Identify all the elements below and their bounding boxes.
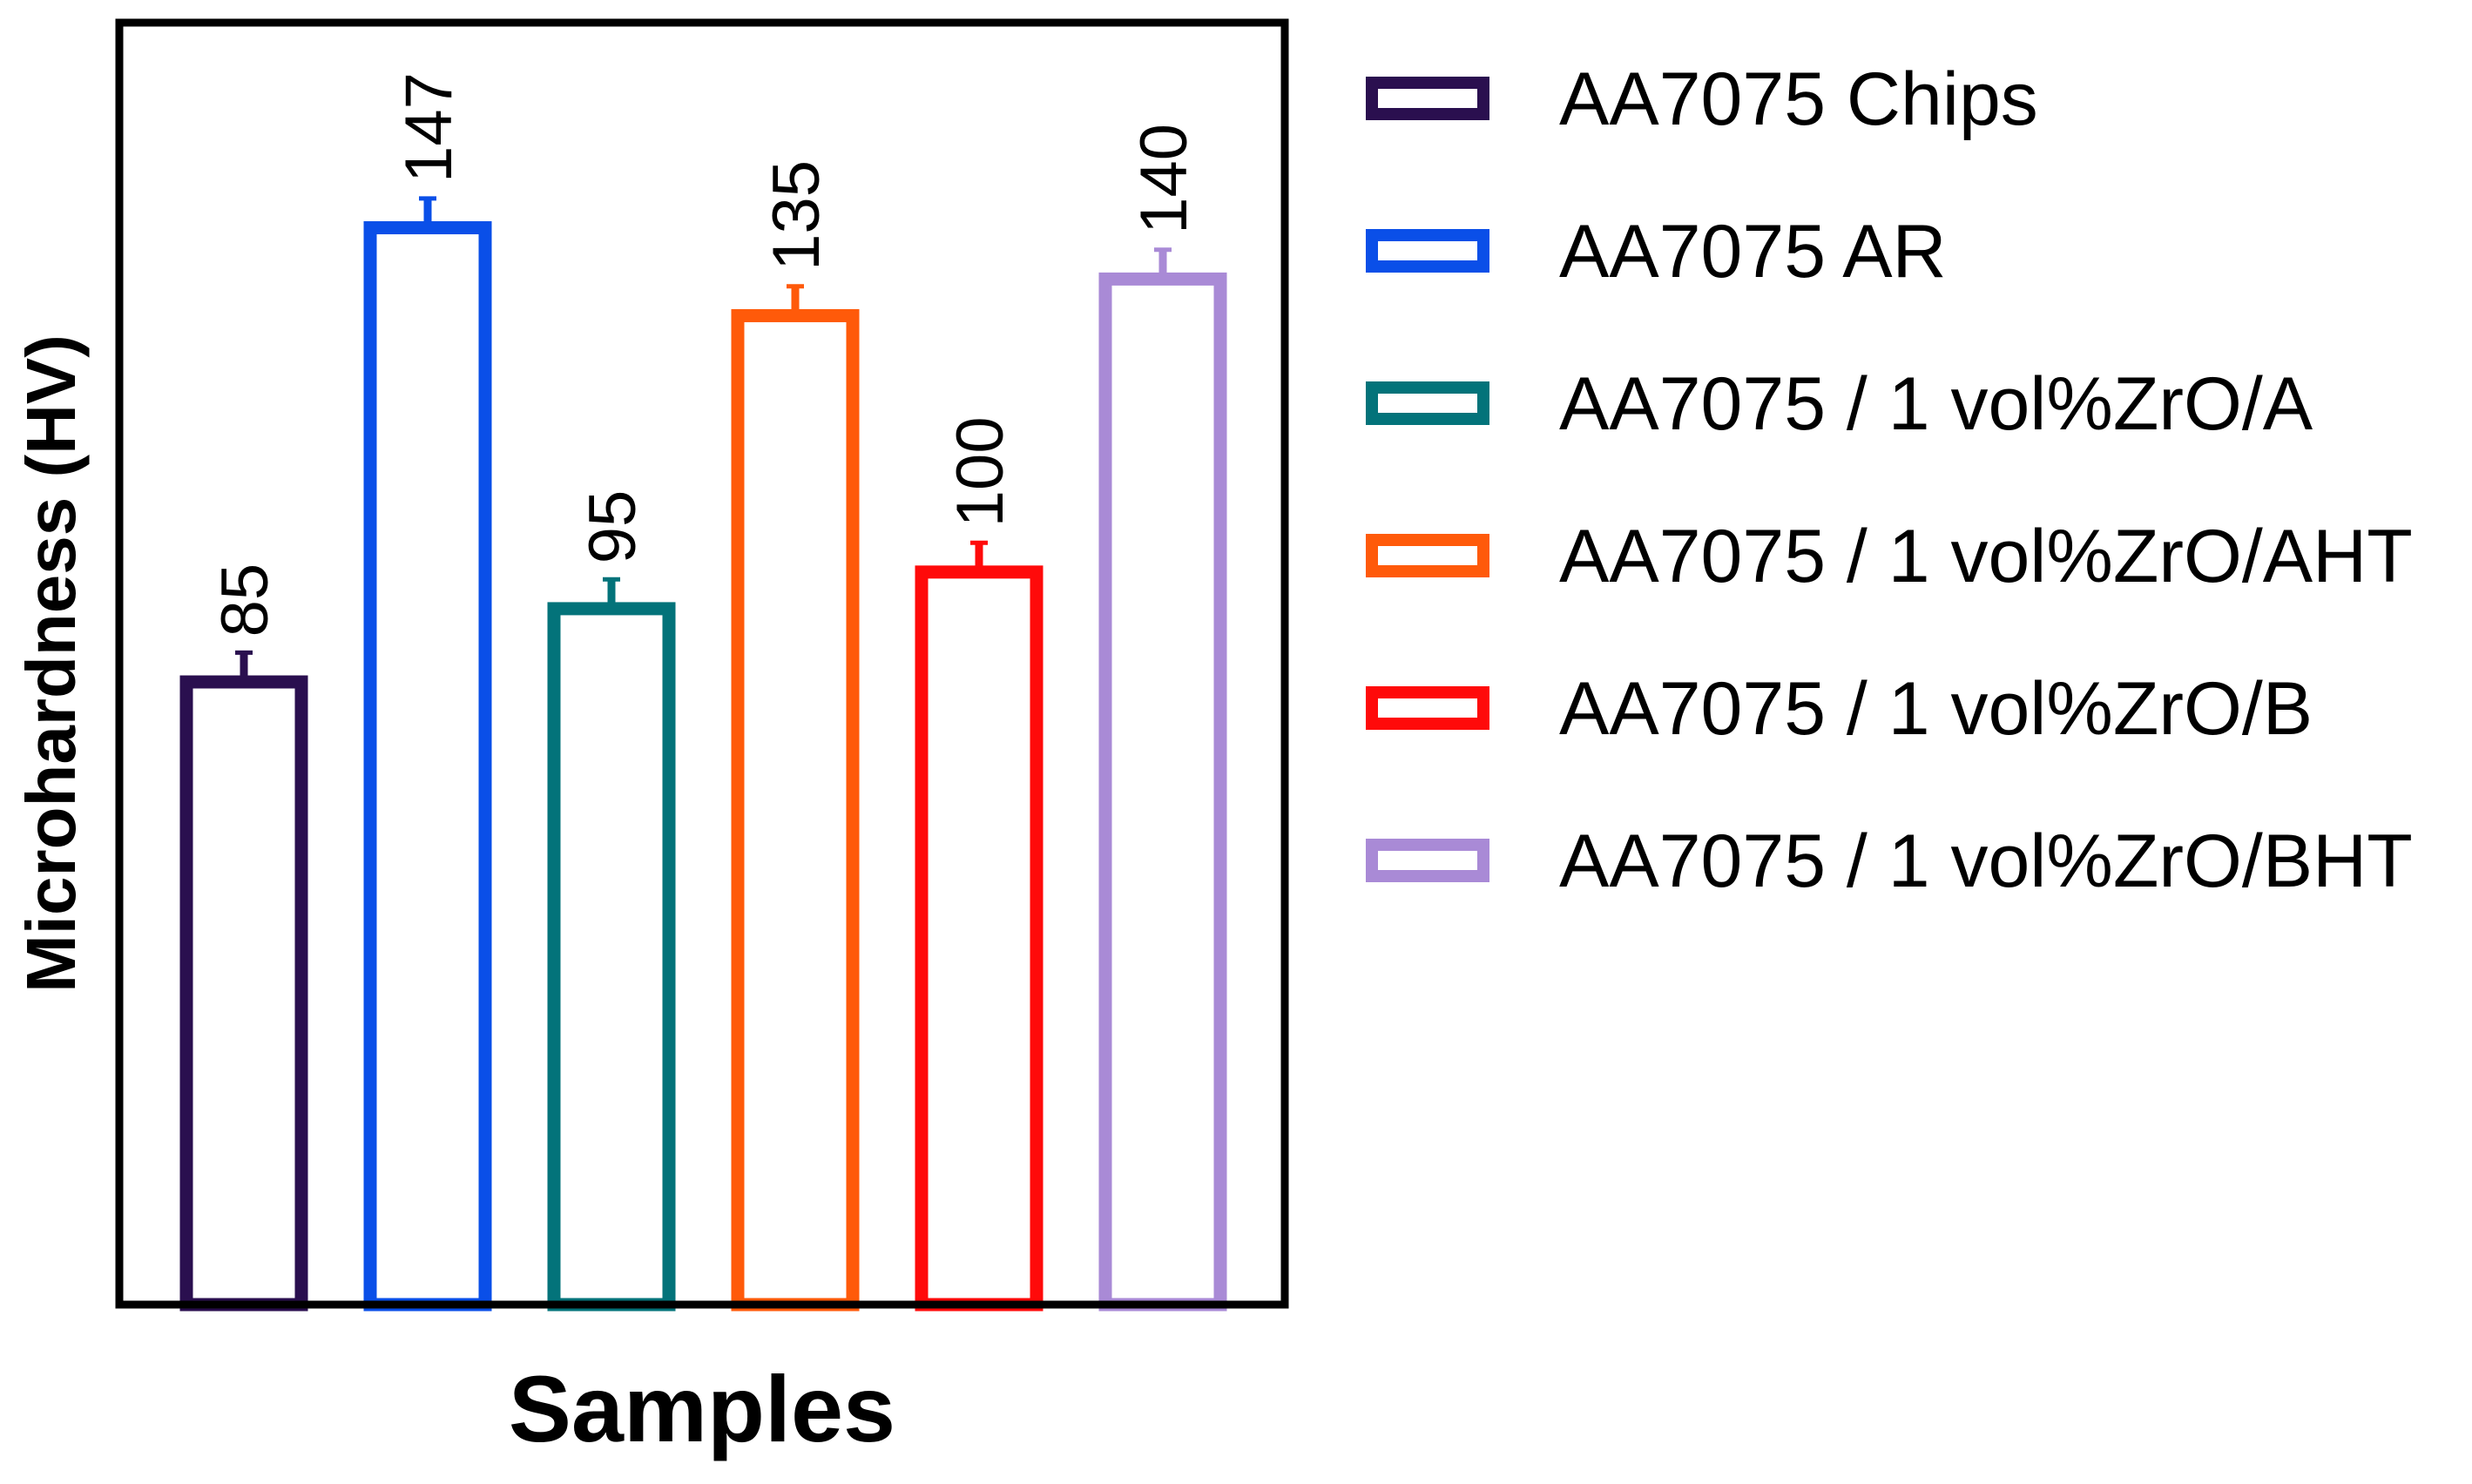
- bar: [179, 675, 308, 1312]
- legend-swatch: [1366, 77, 1489, 120]
- legend-label: AA7075 AR: [1559, 210, 1947, 293]
- legend-swatch: [1366, 534, 1489, 577]
- legend: AA7075 Chips AA7075 AR AA7075 / 1 vol%ZrO/…: [1366, 57, 2413, 903]
- legend-item: AA7075 / 1 vol%ZrO/B: [1366, 667, 2313, 751]
- legend-label: AA7075 / 1 vol%ZrO/A: [1559, 362, 2313, 446]
- legend-item: AA7075 / 1 vol%ZrO/A: [1366, 362, 2313, 446]
- value-label: 100: [943, 416, 1017, 527]
- legend-swatch: [1366, 686, 1489, 730]
- bar: [731, 308, 860, 1312]
- legend-item: AA7075 Chips: [1366, 57, 2038, 141]
- legend-swatch: [1366, 381, 1489, 425]
- value-label: 140: [1127, 124, 1201, 234]
- value-label: 135: [760, 160, 834, 271]
- bar: [915, 565, 1044, 1312]
- legend-item: AA7075 AR: [1366, 210, 1947, 293]
- legend-label: AA7075 / 1 vol%ZrO/B: [1559, 667, 2313, 751]
- legend-label: AA7075 / 1 vol%ZrO/BHT: [1559, 820, 2413, 903]
- bars-group: [179, 221, 1227, 1312]
- x-axis-title: Samples: [509, 1356, 895, 1461]
- bar: [547, 602, 676, 1312]
- bar: [1098, 272, 1227, 1312]
- error-bars-group: [235, 196, 1172, 683]
- legend-swatch: [1366, 229, 1489, 273]
- legend-label: AA7075 / 1 vol%ZrO/AHT: [1559, 515, 2413, 598]
- y-axis-title: Microhardness (HV): [12, 334, 90, 993]
- value-labels-group: 85 147 95 135 100 140: [208, 72, 1201, 637]
- legend-swatch: [1366, 839, 1489, 882]
- value-label: 85: [208, 563, 282, 637]
- legend-label: AA7075 Chips: [1559, 57, 2038, 141]
- legend-item: AA7075 / 1 vol%ZrO/AHT: [1366, 515, 2413, 598]
- value-label: 95: [576, 490, 650, 564]
- bar: [363, 221, 492, 1312]
- plot-frame: [115, 18, 1289, 1309]
- value-label: 147: [392, 72, 466, 183]
- legend-item: AA7075 / 1 vol%ZrO/BHT: [1366, 820, 2413, 903]
